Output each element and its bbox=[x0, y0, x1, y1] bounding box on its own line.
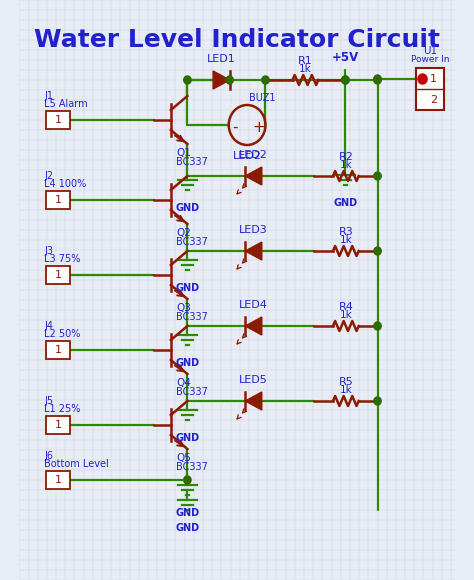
FancyBboxPatch shape bbox=[46, 471, 70, 489]
Text: R2: R2 bbox=[338, 152, 353, 162]
Text: J5: J5 bbox=[44, 396, 53, 406]
Text: LED2: LED2 bbox=[239, 150, 268, 160]
Circle shape bbox=[226, 76, 233, 84]
Text: 1k: 1k bbox=[339, 160, 352, 170]
Text: BUZ1: BUZ1 bbox=[249, 93, 275, 103]
Text: BC337: BC337 bbox=[176, 312, 208, 322]
Text: 1: 1 bbox=[55, 420, 62, 430]
Polygon shape bbox=[245, 167, 262, 185]
Text: J6: J6 bbox=[44, 451, 53, 461]
Polygon shape bbox=[245, 392, 262, 410]
FancyBboxPatch shape bbox=[416, 68, 444, 110]
Polygon shape bbox=[245, 242, 262, 260]
Circle shape bbox=[418, 74, 427, 84]
Text: 1: 1 bbox=[55, 345, 62, 355]
Text: J4: J4 bbox=[44, 321, 53, 331]
Text: L2 50%: L2 50% bbox=[44, 329, 81, 339]
Text: +5V: +5V bbox=[332, 51, 359, 64]
Text: J2: J2 bbox=[44, 171, 53, 181]
Circle shape bbox=[374, 76, 381, 84]
Text: +: + bbox=[253, 119, 265, 135]
Circle shape bbox=[374, 322, 381, 330]
Circle shape bbox=[184, 76, 191, 84]
FancyBboxPatch shape bbox=[46, 266, 70, 284]
Text: R1: R1 bbox=[298, 56, 313, 66]
Text: 1: 1 bbox=[55, 115, 62, 125]
Circle shape bbox=[374, 172, 381, 180]
Text: BC337: BC337 bbox=[176, 387, 208, 397]
Text: BC337: BC337 bbox=[176, 157, 208, 167]
Text: 2: 2 bbox=[430, 95, 437, 105]
Text: J1: J1 bbox=[44, 91, 53, 101]
Polygon shape bbox=[213, 71, 229, 89]
Polygon shape bbox=[245, 317, 262, 335]
Text: L3 75%: L3 75% bbox=[44, 254, 81, 264]
Text: LED1: LED1 bbox=[207, 54, 236, 64]
Text: R5: R5 bbox=[338, 377, 353, 387]
Circle shape bbox=[342, 76, 349, 84]
Text: 1: 1 bbox=[55, 475, 62, 485]
Text: L5 Alarm: L5 Alarm bbox=[44, 99, 88, 109]
Text: -: - bbox=[232, 119, 238, 135]
FancyBboxPatch shape bbox=[46, 111, 70, 129]
Text: Q4: Q4 bbox=[176, 378, 191, 388]
Text: 1k: 1k bbox=[339, 310, 352, 320]
Circle shape bbox=[184, 476, 191, 484]
Circle shape bbox=[374, 247, 381, 255]
Text: GND: GND bbox=[175, 433, 200, 443]
Circle shape bbox=[374, 75, 381, 83]
Text: LED5: LED5 bbox=[239, 375, 268, 385]
Text: R3: R3 bbox=[338, 227, 353, 237]
Text: GND: GND bbox=[175, 283, 200, 293]
Text: Water Level Indicator Circuit: Water Level Indicator Circuit bbox=[34, 28, 440, 52]
FancyBboxPatch shape bbox=[46, 416, 70, 434]
Text: Q5: Q5 bbox=[176, 453, 191, 463]
Circle shape bbox=[374, 397, 381, 405]
Text: L4 100%: L4 100% bbox=[44, 179, 86, 189]
Text: Power In: Power In bbox=[410, 55, 449, 64]
Text: BC337: BC337 bbox=[176, 237, 208, 247]
Text: R4: R4 bbox=[338, 302, 353, 312]
Text: GND: GND bbox=[175, 508, 200, 518]
Text: Q3: Q3 bbox=[176, 303, 191, 313]
Circle shape bbox=[342, 76, 349, 84]
Text: Q2: Q2 bbox=[176, 228, 191, 238]
Text: 1: 1 bbox=[430, 74, 437, 84]
Text: L1 25%: L1 25% bbox=[44, 404, 81, 414]
FancyBboxPatch shape bbox=[46, 341, 70, 359]
Text: GND: GND bbox=[333, 198, 357, 208]
Text: 1: 1 bbox=[55, 270, 62, 280]
Text: Q1: Q1 bbox=[176, 148, 191, 158]
Text: J3: J3 bbox=[44, 246, 53, 256]
Text: U1: U1 bbox=[423, 46, 437, 56]
Text: GND: GND bbox=[175, 203, 200, 213]
Text: LED3: LED3 bbox=[239, 225, 268, 235]
Text: LED4: LED4 bbox=[239, 300, 268, 310]
Text: 1k: 1k bbox=[299, 64, 312, 74]
Text: BC337: BC337 bbox=[176, 462, 208, 472]
Text: 1: 1 bbox=[55, 195, 62, 205]
Text: 1k: 1k bbox=[339, 385, 352, 395]
FancyBboxPatch shape bbox=[46, 191, 70, 209]
Text: GND: GND bbox=[175, 523, 200, 533]
Text: Bottom Level: Bottom Level bbox=[44, 459, 109, 469]
Circle shape bbox=[262, 76, 269, 84]
Text: GND: GND bbox=[175, 358, 200, 368]
Text: 1k: 1k bbox=[339, 235, 352, 245]
Text: LED2: LED2 bbox=[233, 151, 262, 161]
